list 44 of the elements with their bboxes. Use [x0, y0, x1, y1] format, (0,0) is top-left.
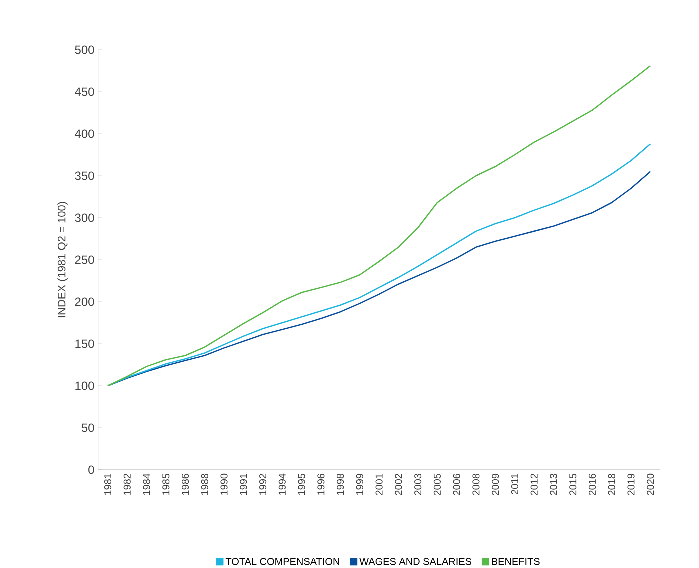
y-tick-label: 400	[75, 130, 94, 138]
y-tick-label: 450	[75, 88, 94, 96]
x-tick-label: 1994	[278, 474, 286, 496]
x-tick-label: 2018	[608, 474, 616, 496]
y-tick-label: 100	[76, 382, 94, 390]
y-tick-label: 150	[76, 340, 94, 348]
x-tick-label: 1982	[124, 474, 131, 496]
x-tick-label: 2016	[588, 474, 596, 496]
y-tick-label: 350	[75, 172, 94, 180]
x-tick-label: 1995	[298, 474, 306, 496]
x-tick-label: 1996	[318, 474, 325, 496]
y-tick-label: 300	[75, 214, 94, 222]
y-axis-title: INDEX (1981 Q2 = 100)	[58, 202, 68, 318]
x-tick-label: 2020	[647, 474, 654, 496]
x-tick-label: 1985	[162, 474, 170, 496]
x-tick-label: 2015	[570, 474, 577, 496]
legend-label: BENEFITS	[492, 558, 540, 566]
x-tick-label: 2008	[472, 474, 480, 496]
x-tick-label: 1988	[201, 474, 208, 496]
legend-label: WAGES AND SALARIES	[360, 558, 472, 566]
x-tick-label: 1999	[356, 474, 364, 496]
x-tick-label: 2006	[453, 474, 460, 496]
y-tick-label: 500	[75, 46, 94, 54]
x-tick-label: 2012	[530, 474, 538, 496]
x-tick-label: 2019	[628, 474, 635, 496]
x-tick-label: 2013	[550, 474, 558, 496]
y-tick-label: 50	[82, 424, 94, 432]
legend-label: TOTAL COMPENSATION	[226, 558, 340, 566]
y-tick-label: 0	[88, 466, 94, 474]
x-tick-label: 2001	[376, 474, 383, 496]
y-tick-label: 250	[75, 256, 94, 264]
x-tick-label: 2005	[434, 474, 441, 496]
x-tick-label: 1992	[260, 474, 267, 496]
x-tick-label: 1981	[104, 474, 112, 496]
x-tick-label: 2002	[395, 474, 402, 496]
x-tick-label: 1998	[337, 474, 344, 496]
x-tick-label: 2003	[414, 474, 422, 496]
x-tick-label: 1991	[240, 474, 248, 496]
x-tick-label: 2009	[492, 474, 500, 496]
x-tick-label: 1986	[182, 474, 190, 496]
y-tick-label: 200	[75, 298, 94, 306]
x-tick-label: 1990	[220, 474, 228, 496]
x-tick-label: 2011	[511, 474, 519, 495]
x-tick-label: 1984	[143, 474, 150, 496]
